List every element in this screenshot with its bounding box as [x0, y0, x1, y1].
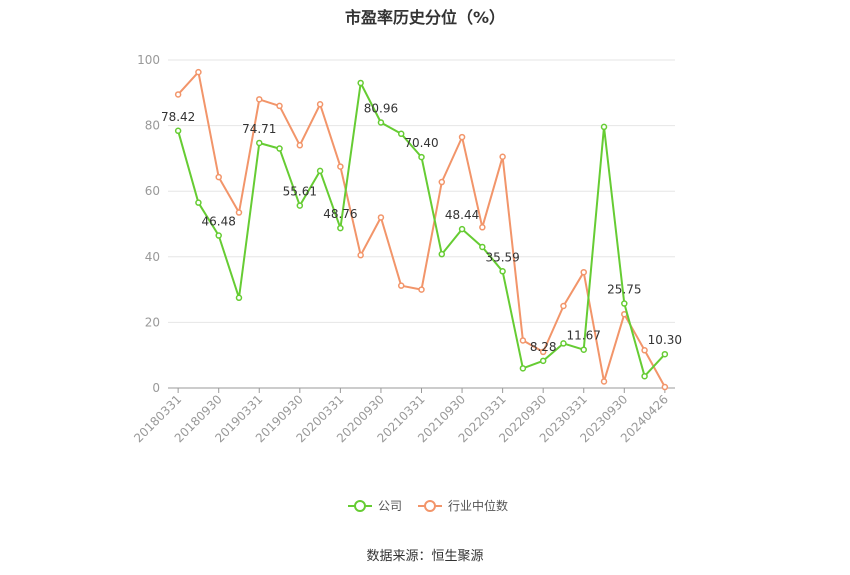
industry-point [174, 91, 182, 98]
company-point [458, 225, 466, 233]
legend-company[interactable]: 公司 [348, 499, 402, 513]
company-point [641, 372, 648, 380]
industry-point [479, 224, 486, 231]
data-label: 8.28 [530, 340, 557, 354]
industry-point [661, 383, 669, 391]
data-label: 35.59 [485, 250, 519, 264]
data-label: 46.48 [202, 215, 236, 229]
data-label: 80.96 [364, 101, 398, 115]
company-point [174, 127, 182, 135]
series-lines [174, 68, 669, 391]
company-point [397, 130, 405, 138]
company-point [215, 232, 222, 239]
y-tick-label: 80 [145, 119, 160, 133]
data-label: 48.76 [323, 207, 357, 221]
industry-point [397, 282, 405, 289]
data-labels: 78.42 46.48 74.71 55.61 48.76 80.96 70.40 48.44… [161, 101, 682, 353]
company-point [580, 346, 587, 353]
company-point [276, 145, 283, 152]
data-source: 数据来源：恒生聚源 [366, 549, 484, 564]
industry-point [377, 214, 385, 221]
industry-point [499, 153, 506, 161]
industry-point [600, 378, 608, 385]
company-point [337, 224, 344, 232]
legend[interactable]: 公司 行业中位数 [348, 498, 508, 513]
industry-point [519, 337, 527, 344]
data-label: 70.40 [404, 136, 438, 150]
company-point [296, 202, 304, 209]
chart-title: 市盈率历史分位（%） [344, 8, 506, 27]
industry-point [458, 133, 466, 141]
company-point [235, 294, 243, 302]
industry-point [235, 209, 243, 216]
company-point [438, 250, 446, 258]
company-point [519, 365, 527, 372]
y-tick-label: 40 [145, 250, 160, 264]
industry-point [641, 347, 648, 354]
company-point [357, 79, 364, 87]
industry-point [580, 268, 587, 276]
data-label: 48.44 [445, 208, 479, 222]
industry-point [539, 348, 547, 356]
industry-point [215, 173, 222, 181]
company-point [560, 340, 567, 347]
data-label: 74.71 [242, 122, 276, 136]
industry-point [337, 163, 344, 170]
legend-marker [424, 500, 436, 512]
industry-point [438, 178, 446, 186]
company-point [256, 139, 263, 147]
industry-point [256, 96, 263, 103]
company-point [377, 119, 385, 126]
company-point [499, 268, 506, 275]
industry-point [296, 142, 304, 149]
y-tick-label: 60 [145, 184, 160, 198]
company-point [316, 167, 324, 175]
company-point [621, 300, 628, 307]
legend-marker [354, 500, 366, 512]
y-tick-label: 100 [137, 53, 160, 67]
company-point [195, 199, 202, 206]
y-tick-label: 0 [152, 381, 160, 395]
data-label: 78.42 [161, 110, 195, 124]
company-point [539, 357, 547, 365]
company-point [418, 153, 425, 161]
grid-lines [168, 59, 675, 323]
company-point [479, 243, 486, 251]
legend-industry[interactable]: 行业中位数 [418, 498, 508, 513]
industry-point [195, 68, 202, 76]
industry-point [418, 286, 425, 293]
industry-point [276, 102, 283, 110]
company-point [661, 350, 669, 358]
industry-point [316, 101, 324, 108]
data-label: 10.30 [648, 333, 682, 347]
data-label: 11.67 [567, 329, 601, 343]
industry-point [357, 251, 364, 259]
legend-label: 行业中位数 [448, 498, 508, 513]
company-point [600, 123, 608, 131]
industry-point [560, 302, 567, 310]
y-tick-label: 20 [145, 315, 160, 329]
data-label: 25.75 [607, 283, 641, 297]
legend-label: 公司 [378, 499, 402, 513]
data-label: 55.61 [283, 185, 317, 199]
